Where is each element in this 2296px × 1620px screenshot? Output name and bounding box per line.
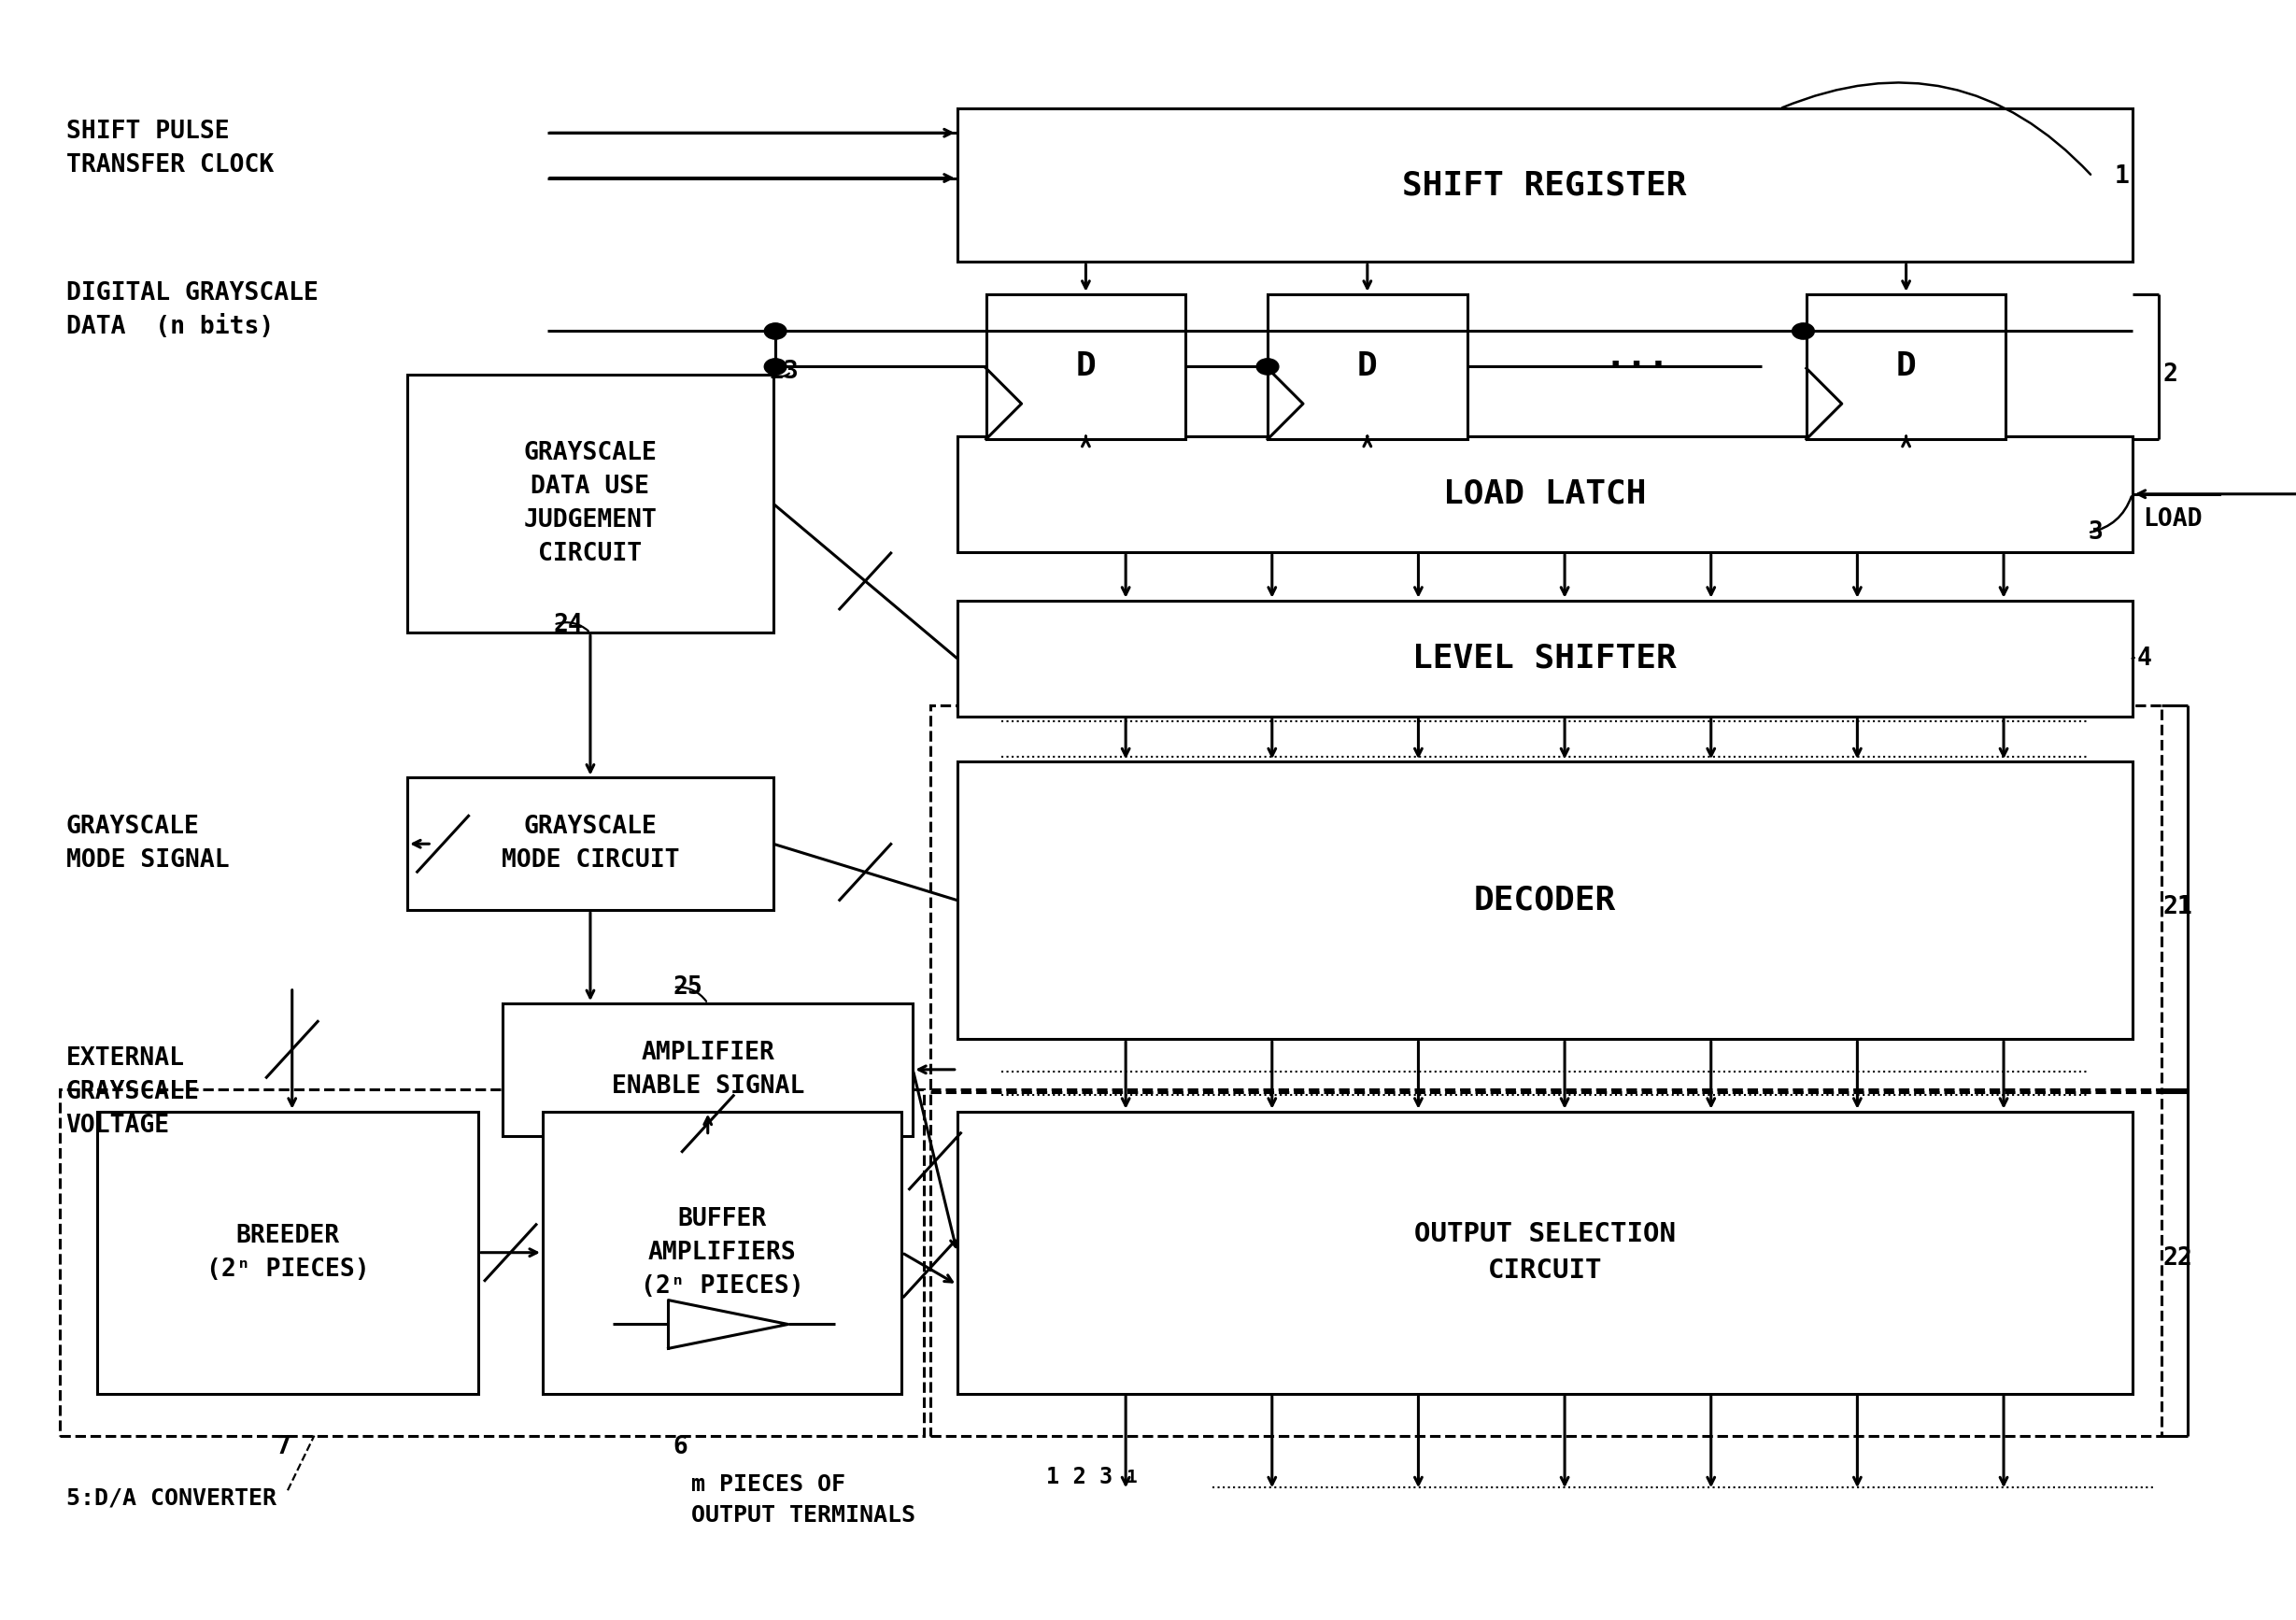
Text: SHIFT PULSE
TRANSFER CLOCK: SHIFT PULSE TRANSFER CLOCK [67,120,273,178]
Text: SHIFT REGISTER: SHIFT REGISTER [1403,170,1688,201]
Bar [60,1089,923,1435]
Text: LOAD: LOAD [2144,507,2202,531]
Bar [930,1089,2161,1435]
Text: BUFFER
AMPLIFIERS
(2ⁿ PIECES): BUFFER AMPLIFIERS (2ⁿ PIECES) [641,1207,804,1298]
Bar [96,1111,478,1393]
Text: 7: 7 [276,1435,292,1460]
Text: GRAYSCALE
DATA USE
JUDGEMENT
CIRCUIT: GRAYSCALE DATA USE JUDGEMENT CIRCUIT [523,441,657,567]
Bar [406,374,774,633]
Text: ···: ··· [1605,348,1669,384]
Text: DECODER: DECODER [1474,885,1616,917]
Text: 21: 21 [2163,894,2193,919]
Text: D: D [1357,352,1378,382]
Circle shape [1793,322,1814,339]
Text: LOAD LATCH: LOAD LATCH [1444,478,1646,510]
Text: 22: 22 [2163,1246,2193,1270]
Text: D: D [1075,352,1095,382]
Bar [957,761,2133,1038]
Bar [957,1111,2133,1393]
Text: EXTERNAL
GRAYSCALE
VOLTAGE: EXTERNAL GRAYSCALE VOLTAGE [67,1047,200,1137]
Text: LEVEL SHIFTER: LEVEL SHIFTER [1412,643,1676,674]
Bar [930,705,2161,1092]
Bar [406,778,774,910]
Text: GRAYSCALE
MODE CIRCUIT: GRAYSCALE MODE CIRCUIT [501,815,680,873]
Text: D: D [1896,352,1917,382]
Text: OUTPUT SELECTION
CIRCUIT: OUTPUT SELECTION CIRCUIT [1414,1221,1676,1285]
Polygon shape [668,1301,788,1348]
Text: 23: 23 [769,360,799,384]
Text: 25: 25 [673,975,703,1000]
Bar [503,1003,914,1136]
Text: 24: 24 [553,612,583,637]
Text: GRAYSCALE
MODE SIGNAL: GRAYSCALE MODE SIGNAL [67,815,230,873]
Bar [957,436,2133,552]
Text: DIGITAL GRAYSCALE
DATA  (n bits): DIGITAL GRAYSCALE DATA (n bits) [67,282,319,339]
Circle shape [1256,358,1279,374]
Bar [985,295,1185,439]
Bar [957,109,2133,262]
Circle shape [765,322,788,339]
Text: 3: 3 [2087,520,2103,544]
Bar [1267,295,1467,439]
Bar [542,1111,902,1393]
Text: 1: 1 [1125,1469,1137,1486]
Text: AMPLIFIER
ENABLE SIGNAL: AMPLIFIER ENABLE SIGNAL [611,1040,804,1098]
Circle shape [765,358,788,374]
Bar [1807,295,2007,439]
Text: 1: 1 [2115,164,2128,188]
Text: 5:D/A CONVERTER: 5:D/A CONVERTER [67,1487,276,1510]
Text: 2: 2 [2163,363,2179,387]
Text: 6: 6 [673,1435,687,1460]
Text: 4: 4 [2138,646,2151,671]
Bar [957,601,2133,716]
Text: m PIECES OF
OUTPUT TERMINALS: m PIECES OF OUTPUT TERMINALS [691,1473,916,1528]
Text: 1 2 3: 1 2 3 [1047,1466,1114,1489]
Text: BREEDER
(2ⁿ PIECES): BREEDER (2ⁿ PIECES) [207,1223,370,1281]
